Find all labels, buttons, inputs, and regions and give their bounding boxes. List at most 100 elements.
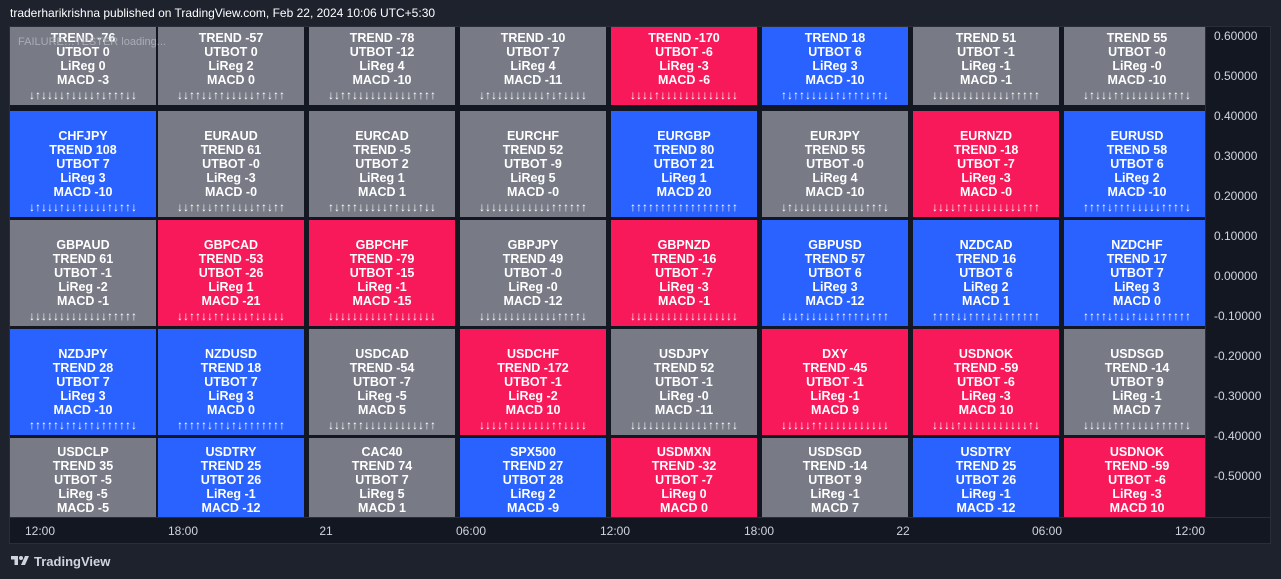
- symbol-label: CAC40: [361, 445, 403, 459]
- utbot-value: UTBOT 2: [355, 157, 409, 171]
- macd-value: MACD 1: [358, 501, 406, 515]
- trend-value: TREND 28: [52, 361, 114, 375]
- trend-value: TREND -170: [648, 31, 720, 45]
- macd-value: MACD -1: [657, 294, 711, 308]
- table-cell: SPX500 TREND 27 UTBOT 28 LiReg 2 MACD -9: [460, 438, 606, 517]
- price-tick-label: -0.10000: [1214, 309, 1262, 323]
- lireg-value: LiReg -3: [1112, 487, 1162, 501]
- signal-arrows: ↓↓↓↓↓↓↓↓↓↓↓↓↑↑↑↑↑↑: [479, 200, 587, 214]
- lireg-value: LiReg -0: [659, 389, 709, 403]
- macd-value: MACD 10: [1109, 501, 1165, 515]
- utbot-value: UTBOT -1: [806, 375, 864, 389]
- table-cell: EURNZD TREND -18 UTBOT -7 LiReg -3 MACD -0 ↓↓…: [913, 111, 1059, 217]
- table-cell: EURCAD TREND -5 UTBOT 2 LiReg 1 MACD 1 ↑↓↑↑↑↓…: [309, 111, 455, 217]
- table-cell: TREND -170 UTBOT -6 LiReg -3 MACD -6 ↓↓↓↓↑↓↓…: [611, 27, 757, 105]
- lireg-value: LiReg 3: [1114, 280, 1160, 294]
- lireg-value: LiReg 5: [510, 171, 556, 185]
- utbot-value: UTBOT -7: [957, 157, 1015, 171]
- trend-value: TREND -59: [953, 361, 1019, 375]
- utbot-value: UTBOT 7: [506, 45, 560, 59]
- trend-value: TREND -14: [1104, 361, 1170, 375]
- signal-arrows: ↑↓↑↑↑↓↓↓↓↓↑↑↓↓↓↑↓↓: [328, 200, 436, 214]
- table-cell: NZDUSD TREND 18 UTBOT 7 LiReg 3 MACD 0 ↑↑↑↑↑↓…: [158, 329, 304, 435]
- macd-value: MACD -15: [352, 294, 412, 308]
- lireg-value: LiReg 2: [208, 59, 254, 73]
- symbol-label: EURCHF: [506, 129, 560, 143]
- utbot-value: UTBOT -1: [504, 375, 562, 389]
- symbol-label: CHFJPY: [58, 129, 108, 143]
- signal-arrows: ↓↓↑↑↓↓↑↑↓↓↓↓↑↓↓↓↓↓: [177, 309, 285, 323]
- publish-header: traderharikrishna published on TradingVi…: [0, 0, 1281, 26]
- trend-value: TREND 25: [955, 459, 1017, 473]
- trend-value: TREND -5: [353, 143, 411, 157]
- chart-pane[interactable]: TREND -76 UTBOT 0 LiReg 0 MACD -3 ↓↑↓↓↓↓↑↓↓↓…: [9, 26, 1271, 544]
- lireg-value: LiReg 2: [1114, 171, 1160, 185]
- utbot-value: UTBOT -7: [353, 375, 411, 389]
- utbot-value: UTBOT 7: [1110, 266, 1164, 280]
- lireg-value: LiReg 0: [661, 487, 707, 501]
- utbot-value: UTBOT 28: [502, 473, 564, 487]
- signal-arrows: ↓↓↓↓↓↓↓↓↓↓↓↓↓↑↑↑↑↓: [630, 418, 738, 432]
- utbot-value: UTBOT 6: [1110, 157, 1164, 171]
- signal-arrows: ↓↑↓↓↓↓↓↓↓↓↓↑↓↑↓↓↓↓: [479, 88, 587, 102]
- table-cell: TREND -57 UTBOT 0 LiReg 2 MACD 0 ↓↓↑↑↓↓↑↑↓↓↓…: [158, 27, 304, 105]
- lireg-value: LiReg -5: [58, 487, 108, 501]
- utbot-value: UTBOT -1: [54, 266, 112, 280]
- utbot-value: UTBOT 7: [56, 375, 110, 389]
- macd-value: MACD -10: [352, 73, 412, 87]
- signal-arrows: ↑↑↑↑↓↑↓↓↑↓↓↓↑↑↑↑↑↑: [1083, 309, 1191, 323]
- macd-value: MACD -5: [56, 501, 110, 515]
- trend-value: TREND -45: [802, 361, 868, 375]
- macd-value: MACD -9: [506, 501, 560, 515]
- utbot-value: UTBOT 0: [56, 45, 110, 59]
- table-cell: GBPCAD TREND -53 UTBOT -26 LiReg 1 MACD -21 ↓…: [158, 220, 304, 326]
- table-cell: USDNOK TREND -59 UTBOT -6 LiReg -3 MACD 10 ↓↓…: [913, 329, 1059, 435]
- trend-value: TREND 27: [502, 459, 564, 473]
- table-cell: TREND -10 UTBOT 7 LiReg 4 MACD -11 ↓↑↓↓↓↓↓↓↓…: [460, 27, 606, 105]
- trend-value: TREND 58: [1106, 143, 1168, 157]
- trend-value: TREND -16: [651, 252, 717, 266]
- table-cell: USDTRY TREND 25 UTBOT 26 LiReg -1 MACD -12: [158, 438, 304, 517]
- table-cell: EURCHF TREND 52 UTBOT -9 LiReg 5 MACD -0 ↓↓↓↓…: [460, 111, 606, 217]
- trend-value: TREND 108: [49, 143, 117, 157]
- trend-value: TREND 25: [200, 459, 262, 473]
- symbol-label: NZDCAD: [959, 238, 1013, 252]
- lireg-value: LiReg 2: [510, 487, 556, 501]
- utbot-value: UTBOT 26: [955, 473, 1017, 487]
- trend-value: TREND -59: [1104, 459, 1170, 473]
- signal-arrows: ↓↓↓↓↓↓↓↓↓↓↓↓↓↑↑↑↑↑: [932, 88, 1040, 102]
- utbot-value: UTBOT -6: [957, 375, 1015, 389]
- table-cell: NZDCAD TREND 16 UTBOT 6 LiReg 2 MACD 1 ↑↑↑↑↓↓…: [913, 220, 1059, 326]
- macd-value: MACD 1: [358, 185, 406, 199]
- table-cell: EURGBP TREND 80 UTBOT 21 LiReg 1 MACD 20 ↑↑↑↑…: [611, 111, 757, 217]
- utbot-value: UTBOT 7: [56, 157, 110, 171]
- symbol-label: USDNOK: [958, 347, 1014, 361]
- macd-value: MACD -0: [506, 185, 560, 199]
- lireg-value: LiReg -3: [961, 389, 1011, 403]
- symbol-label: USDTRY: [205, 445, 257, 459]
- price-scale[interactable]: 0.60000 0.50000 0.40000 0.30000 0.20000 0.100…: [1205, 27, 1270, 517]
- utbot-value: UTBOT 6: [808, 266, 862, 280]
- lireg-value: LiReg 3: [208, 389, 254, 403]
- macd-value: MACD -10: [1107, 185, 1167, 199]
- table-cell: GBPCHF TREND -79 UTBOT -15 LiReg -1 MACD -15…: [309, 220, 455, 326]
- table-cell: USDSGD TREND -14 UTBOT 9 LiReg -1 MACD 7: [762, 438, 908, 517]
- time-tick-label: 22: [896, 524, 910, 538]
- utbot-value: UTBOT 7: [204, 375, 258, 389]
- price-tick-label: 0.40000: [1214, 109, 1258, 123]
- table-cell: GBPNZD TREND -16 UTBOT -7 LiReg -3 MACD -1 ↓↓…: [611, 220, 757, 326]
- macd-value: MACD -21: [201, 294, 261, 308]
- utbot-value: UTBOT -6: [655, 45, 713, 59]
- trend-value: TREND -76: [50, 31, 116, 45]
- trend-value: TREND 80: [653, 143, 715, 157]
- time-axis[interactable]: 12:00 18:00 21 06:00 12:00 18:00 22 06:00 12:00: [10, 517, 1270, 543]
- symbol-label: EURCAD: [355, 129, 409, 143]
- price-tick-label: -0.20000: [1214, 349, 1262, 363]
- macd-value: MACD 0: [1113, 294, 1161, 308]
- macd-value: MACD 0: [660, 501, 708, 515]
- signal-arrows: ↓↓↓↓↓↓↓↓↓↓↓↓↓↓↓↓↓↓: [630, 309, 738, 323]
- trend-value: TREND 18: [804, 31, 866, 45]
- symbol-label: NZDCHF: [1111, 238, 1163, 252]
- symbol-label: EURNZD: [959, 129, 1013, 143]
- utbot-value: UTBOT 26: [200, 473, 262, 487]
